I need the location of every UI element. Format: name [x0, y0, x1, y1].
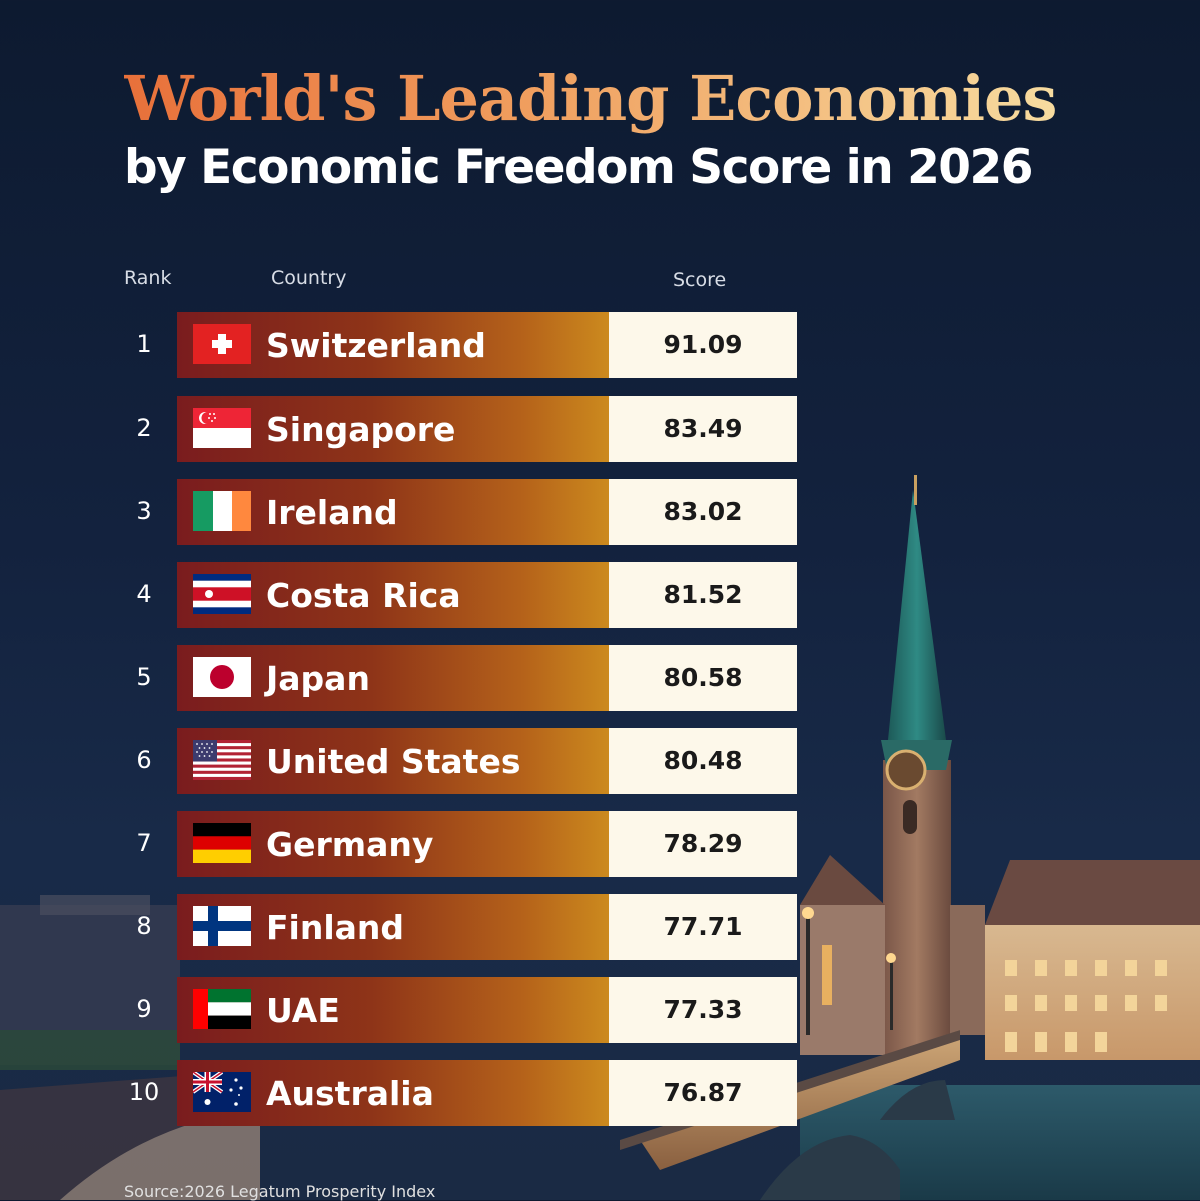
source-note: Source:2026 Legatum Prosperity Index	[124, 1182, 436, 1201]
country-name: Ireland	[266, 493, 398, 532]
score-value: 91.09	[609, 312, 797, 378]
score-value: 77.71	[609, 894, 797, 960]
uae-flag-icon	[193, 989, 251, 1029]
score-value: 77.33	[609, 977, 797, 1043]
rank-number: 9	[136, 995, 152, 1023]
country-bar: United States	[177, 728, 609, 794]
table-row: 7 Germany 78.29	[0, 811, 800, 877]
country-bar: Japan	[177, 645, 609, 711]
table-row: 10 Australia 76.87	[0, 1060, 800, 1126]
score-value: 81.52	[609, 562, 797, 628]
germany-flag-icon	[193, 823, 251, 863]
subtitle: by Economic Freedom Score in 2026	[124, 140, 1033, 195]
score-column-header: Score	[673, 269, 727, 291]
rank-number: 4	[136, 580, 152, 608]
ireland-flag-icon	[193, 491, 251, 531]
table-row: 6 United States 80.48	[0, 728, 800, 794]
table-row: 2 Singapore 83.49	[0, 396, 800, 462]
country-name: UAE	[266, 991, 340, 1030]
table-row: 5 Japan 80.58	[0, 645, 800, 711]
country-bar: Costa Rica	[177, 562, 609, 628]
country-name: Switzerland	[266, 326, 486, 365]
country-bar: UAE	[177, 977, 609, 1043]
switzerland-flag-icon	[193, 324, 251, 364]
country-column-header: Country	[271, 267, 347, 289]
rank-column-header: Rank	[124, 267, 172, 289]
score-value: 76.87	[609, 1060, 797, 1126]
country-bar: Ireland	[177, 479, 609, 545]
rank-number: 1	[136, 330, 152, 358]
country-name: United States	[266, 742, 521, 781]
table-row: 8 Finland 77.71	[0, 894, 800, 960]
country-bar: Australia	[177, 1060, 609, 1126]
table-row: 9 UAE 77.33	[0, 977, 800, 1043]
australia-flag-icon	[193, 1072, 251, 1112]
score-value: 80.58	[609, 645, 797, 711]
japan-flag-icon	[193, 657, 251, 697]
rank-number: 3	[136, 497, 152, 525]
main-title: World's Leading Economies	[124, 62, 1057, 135]
country-bar: Switzerland	[177, 312, 609, 378]
country-bar: Finland	[177, 894, 609, 960]
rank-number: 5	[136, 663, 152, 691]
score-value: 78.29	[609, 811, 797, 877]
country-name: Singapore	[266, 410, 456, 449]
rank-number: 7	[136, 829, 152, 857]
usa-flag-icon	[193, 740, 251, 780]
country-name: Germany	[266, 825, 434, 864]
country-name: Australia	[266, 1074, 434, 1113]
singapore-flag-icon	[193, 408, 251, 448]
table-row: 3 Ireland 83.02	[0, 479, 800, 545]
country-name: Finland	[266, 908, 405, 947]
country-name: Costa Rica	[266, 576, 461, 615]
finland-flag-icon	[193, 906, 251, 946]
costa-rica-flag-icon	[193, 574, 251, 614]
country-bar: Singapore	[177, 396, 609, 462]
table-row: 4 Costa Rica 81.52	[0, 562, 800, 628]
rank-number: 6	[136, 746, 152, 774]
score-value: 83.49	[609, 396, 797, 462]
country-name: Japan	[266, 659, 370, 698]
country-bar: Germany	[177, 811, 609, 877]
rank-number: 2	[136, 414, 152, 442]
score-value: 83.02	[609, 479, 797, 545]
rank-number: 8	[136, 912, 152, 940]
score-value: 80.48	[609, 728, 797, 794]
table-row: 1 Switzerland 91.09	[0, 312, 800, 378]
rank-number: 10	[128, 1078, 160, 1106]
